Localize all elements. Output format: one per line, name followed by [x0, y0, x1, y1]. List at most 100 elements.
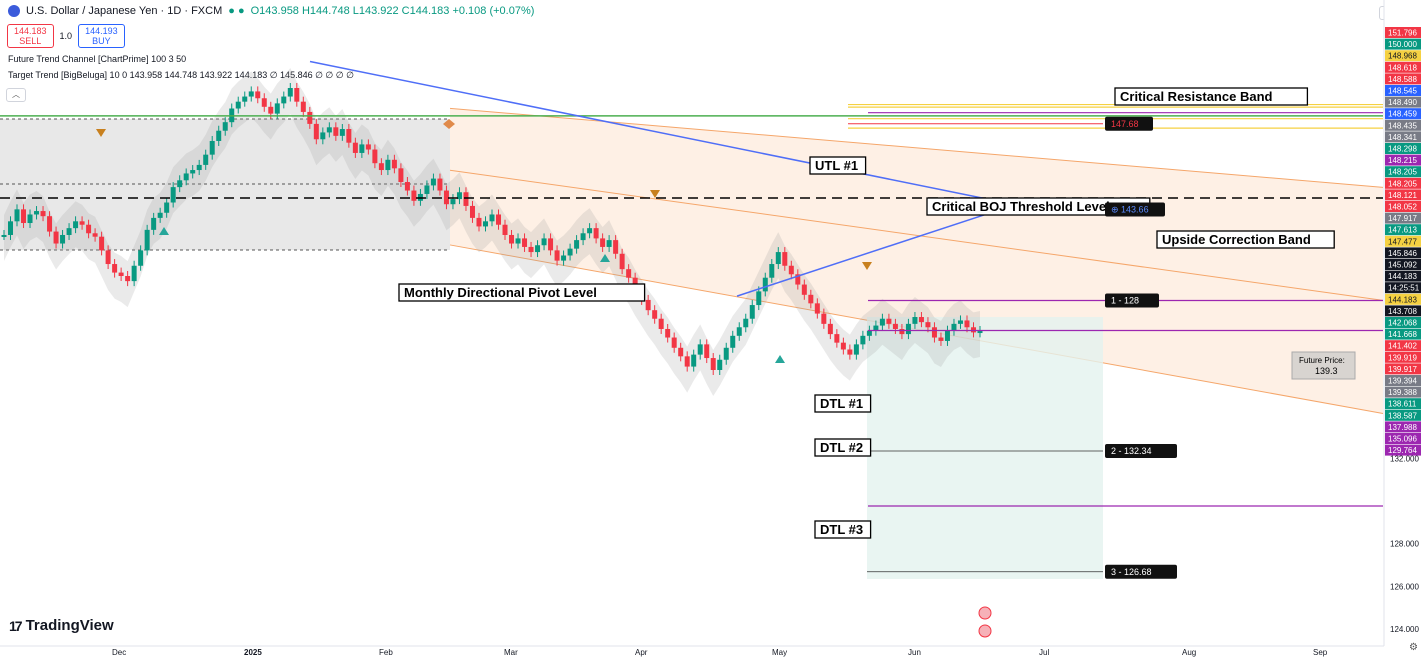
candle-body [509, 234, 515, 244]
candle-body [307, 111, 313, 124]
future-price-value: 139.3 [1315, 366, 1338, 376]
candle-body [66, 228, 72, 235]
x-tick-label: Feb [379, 648, 393, 657]
settings-icon[interactable]: ⚙ [1409, 642, 1418, 653]
label-dtl2: DTL #2 [814, 438, 872, 457]
candle-body [496, 214, 502, 225]
candle-body [391, 159, 397, 169]
price-tag: 148.618 [1388, 63, 1417, 72]
price-tag-bg [1385, 409, 1421, 421]
candle-body [411, 190, 417, 201]
candle-body [482, 221, 488, 227]
trade-panel: 144.183 SELL 1.0 144.193 BUY [7, 24, 125, 48]
candle-body [782, 252, 788, 266]
candle-body [359, 144, 365, 153]
candle-body [938, 337, 944, 341]
candle-body [593, 228, 599, 239]
price-tag-bg [1385, 270, 1421, 282]
buy-label: BUY [92, 36, 111, 46]
candle-body [8, 221, 14, 235]
price-tag-bg [1385, 108, 1421, 120]
candle-body [866, 330, 872, 336]
sell-signal-marker [650, 190, 660, 198]
indicator-future-trend-channel[interactable]: Future Trend Channel [ChartPrime] 100 3 … [8, 54, 187, 64]
flag-icon [8, 5, 20, 17]
price-tag-bg [1385, 433, 1421, 444]
candle-body [775, 252, 781, 265]
candle-body [834, 334, 840, 343]
candle-body [964, 320, 970, 328]
candle-body [190, 170, 196, 174]
buy-button[interactable]: 144.193 BUY [78, 24, 125, 48]
sell-button[interactable]: 144.183 SELL [7, 24, 54, 48]
candle-body [658, 318, 664, 329]
market-status-icon: ● ● [228, 5, 245, 17]
candle-body [222, 122, 228, 131]
indicator-target-trend[interactable]: Target Trend [BigBeluga] 10 0 143.958 14… [8, 70, 354, 80]
price-tag-bg [1385, 328, 1421, 340]
candle-body [925, 322, 931, 328]
candle-body [821, 313, 827, 324]
price-tag-bg [1385, 212, 1421, 224]
sell-label: SELL [19, 36, 42, 46]
candle-body [164, 202, 170, 213]
y-tick-label: 126.000 [1390, 582, 1419, 591]
price-tag-bg [1385, 73, 1421, 85]
candle-body [736, 327, 742, 336]
price-tag-bg [1385, 177, 1421, 189]
label-utl1: UTL #1 [809, 156, 867, 175]
candle-body [27, 214, 33, 224]
x-tick-label: Sep [1313, 648, 1328, 657]
price-tag-bg [1385, 351, 1421, 363]
candle-body [951, 323, 957, 331]
candle-body [541, 238, 547, 246]
price-tag-bg [1385, 247, 1421, 259]
price-tag: 148.588 [1388, 75, 1417, 84]
price-tag: 147.477 [1388, 237, 1417, 246]
candle-body [60, 234, 66, 244]
label-pivot-box [398, 283, 646, 302]
price-tag: 148.459 [1388, 110, 1417, 119]
candle-body [92, 233, 98, 237]
candle-body [671, 337, 677, 348]
price-tag: 129.764 [1388, 446, 1417, 455]
candle-body [873, 325, 879, 331]
target-label-2: 2 - 132.34 [1111, 446, 1152, 456]
label-dtl3: DTL #3 [814, 520, 872, 539]
candle-body [645, 299, 651, 311]
symbol-title[interactable]: U.S. Dollar / Japanese Yen · 1D · FXCM [26, 5, 223, 17]
candle-body [905, 323, 911, 335]
sell-signal-marker [96, 129, 106, 137]
candle-body [437, 178, 443, 191]
candle-body [567, 248, 573, 256]
price-tag: 144.183 [1388, 272, 1417, 281]
price-tag: 148.052 [1388, 203, 1417, 212]
price-tag: 139.394 [1388, 377, 1417, 386]
price-tag: 148.298 [1388, 145, 1417, 154]
price-tag: 148.121 [1388, 191, 1417, 200]
candle-body [587, 228, 593, 234]
candle-body [743, 318, 749, 328]
price-tag: 148.490 [1388, 98, 1417, 107]
candle-body [665, 328, 671, 338]
label-dtl1-box [814, 394, 872, 413]
label-upside-correction-text: Upside Correction Band [1162, 232, 1311, 247]
candle-body [86, 224, 92, 234]
price-tag: 145.846 [1388, 249, 1417, 258]
candle-body [320, 132, 326, 140]
collapse-indicators-button[interactable]: ︿ [6, 88, 26, 102]
price-tag: 144.183 [1388, 295, 1417, 304]
candle-body [352, 142, 358, 153]
candle-body [365, 144, 371, 150]
price-tag: 141.402 [1388, 342, 1417, 351]
price-tag: 148.205 [1388, 168, 1417, 177]
candle-body [899, 328, 905, 335]
candle-body [183, 173, 189, 181]
tradingview-logo: 17 TradingView [9, 617, 114, 634]
brand-name: TradingView [25, 617, 114, 634]
price-tag: 14:25:51 [1388, 284, 1420, 293]
candle-body [469, 205, 475, 218]
candle-body [177, 180, 183, 188]
candle-body [808, 294, 814, 304]
